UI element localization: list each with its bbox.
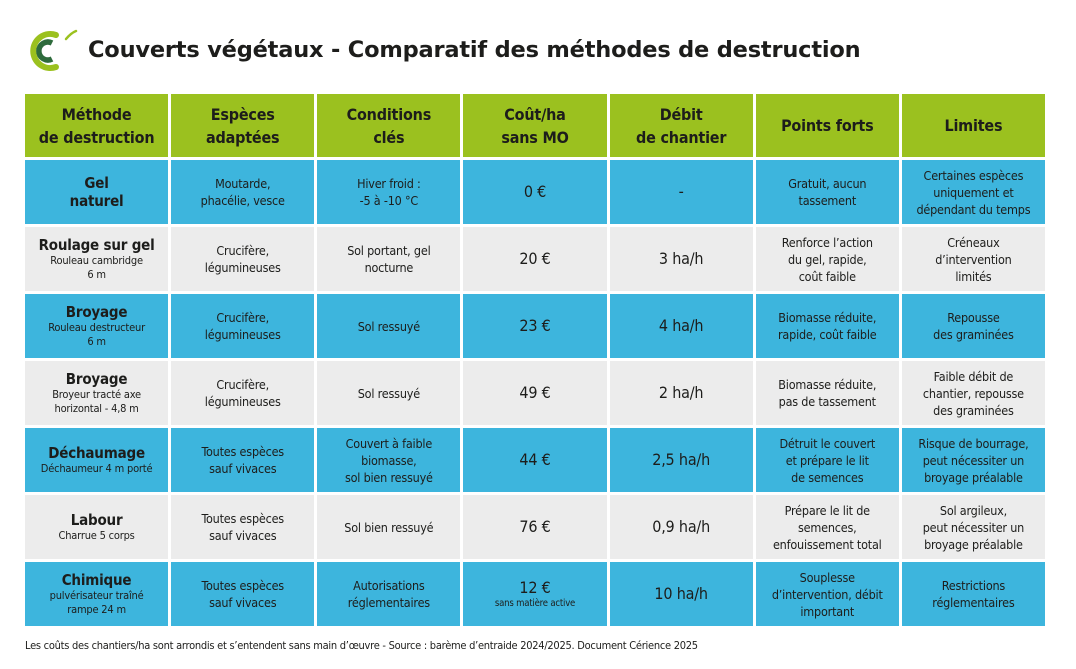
column-header-method: Méthode de destruction: [25, 94, 169, 157]
strengths-cell: Renforce l’action du gel, rapide, coût f…: [755, 227, 899, 291]
method-cell: Chimique pulvérisateur traîné rampe 24 m: [25, 562, 169, 626]
method-name: Labour: [70, 511, 123, 529]
limits-cell: Repousse des graminées: [901, 294, 1045, 358]
column-header-species: Espèces adaptées: [171, 94, 315, 157]
conditions-cell: Couvert à faible biomasse, sol bien ress…: [317, 428, 461, 492]
species-cell: Toutes espèces sauf vivaces: [171, 495, 315, 559]
strengths-cell: Biomasse réduite, rapide, coût faible: [755, 294, 899, 358]
cost-value: 0 €: [523, 182, 547, 201]
method-equipment: Broyeur tracté axe horizontal - 4,8 m: [52, 388, 141, 415]
rate-cell: 3 ha/h: [609, 227, 753, 291]
strengths-cell: Gratuit, aucun tassement: [755, 160, 899, 224]
conditions-cell: Sol portant, gel nocturne: [317, 227, 461, 291]
method-name: Déchaumage: [48, 444, 145, 462]
cost-cell: 0 €: [463, 160, 607, 224]
conditions-cell: Sol ressuyé: [317, 294, 461, 358]
conditions-cell: Hiver froid : -5 à -10 °C: [317, 160, 461, 224]
method-name: Chimique: [61, 571, 132, 589]
column-header-rate: Débit de chantier: [609, 94, 753, 157]
method-cell: Labour Charrue 5 corps: [25, 495, 169, 559]
cost-value: 49 €: [519, 383, 551, 402]
cost-value: 44 €: [519, 450, 551, 469]
rate-cell: 0,9 ha/h: [609, 495, 753, 559]
cost-value: 12 €: [519, 578, 551, 597]
limits-cell: Sol argileux, peut nécessiter un broyage…: [901, 495, 1045, 559]
column-header-conditions: Conditions clés: [317, 94, 461, 157]
page-header: Couverts végétaux - Comparatif des métho…: [26, 26, 861, 74]
cost-cell: 12 € sans matière active: [463, 562, 607, 626]
cost-cell: 44 €: [463, 428, 607, 492]
method-name: Broyage: [65, 303, 128, 321]
method-cell: Broyage Broyeur tracté axe horizontal - 4…: [25, 361, 169, 425]
limits-cell: Faible débit de chantier, repousse des g…: [901, 361, 1045, 425]
method-cell: Gel naturel: [25, 160, 169, 224]
species-cell: Crucifère, légumineuses: [171, 227, 315, 291]
column-header-limits: Limites: [901, 94, 1045, 157]
species-cell: Crucifère, légumineuses: [171, 361, 315, 425]
method-name: Roulage sur gel: [38, 236, 155, 254]
rate-cell: 2,5 ha/h: [609, 428, 753, 492]
conditions-cell: Autorisations réglementaires: [317, 562, 461, 626]
cost-value: 23 €: [519, 316, 551, 335]
strengths-cell: Détruit le couvert et prépare le lit de …: [755, 428, 899, 492]
method-cell: Déchaumage Déchaumeur 4 m porté: [25, 428, 169, 492]
page-title: Couverts végétaux - Comparatif des métho…: [88, 37, 861, 63]
cost-cell: 20 €: [463, 227, 607, 291]
conditions-cell: Sol ressuyé: [317, 361, 461, 425]
method-equipment: Déchaumeur 4 m porté: [40, 462, 153, 475]
cost-cell: 49 €: [463, 361, 607, 425]
limits-cell: Risque de bourrage, peut nécessiter un b…: [901, 428, 1045, 492]
rate-cell: -: [609, 160, 753, 224]
footnote: Les coûts des chantiers/ha sont arrondis…: [25, 639, 698, 652]
cerience-logo-icon: [26, 27, 78, 73]
method-equipment: pulvérisateur traîné rampe 24 m: [49, 589, 144, 616]
comparison-table: Méthode de destruction Espèces adaptées …: [25, 94, 1045, 626]
rate-cell: 10 ha/h: [609, 562, 753, 626]
method-equipment: Rouleau cambridge 6 m: [50, 254, 143, 281]
method-equipment: Rouleau destructeur 6 m: [48, 321, 145, 348]
species-cell: Moutarde, phacélie, vesce: [171, 160, 315, 224]
method-cell: Roulage sur gel Rouleau cambridge 6 m: [25, 227, 169, 291]
method-equipment: Charrue 5 corps: [58, 529, 135, 542]
strengths-cell: Prépare le lit de semences, enfouissemen…: [755, 495, 899, 559]
strengths-cell: Biomasse réduite, pas de tassement: [755, 361, 899, 425]
cost-cell: 23 €: [463, 294, 607, 358]
conditions-cell: Sol bien ressuyé: [317, 495, 461, 559]
strengths-cell: Souplesse d’intervention, débit importan…: [755, 562, 899, 626]
column-header-cost: Coût/ha sans MO: [463, 94, 607, 157]
method-name: Broyage: [65, 370, 128, 388]
cost-value: 20 €: [519, 249, 551, 268]
cost-value: 76 €: [519, 517, 551, 536]
species-cell: Toutes espèces sauf vivaces: [171, 562, 315, 626]
limits-cell: Créneaux d’intervention limités: [901, 227, 1045, 291]
species-cell: Crucifère, légumineuses: [171, 294, 315, 358]
cost-note: sans matière active: [494, 598, 576, 609]
rate-cell: 2 ha/h: [609, 361, 753, 425]
cost-cell: 76 €: [463, 495, 607, 559]
method-name: Gel naturel: [69, 174, 124, 210]
species-cell: Toutes espèces sauf vivaces: [171, 428, 315, 492]
method-cell: Broyage Rouleau destructeur 6 m: [25, 294, 169, 358]
limits-cell: Certaines espèces uniquement et dépendan…: [901, 160, 1045, 224]
rate-cell: 4 ha/h: [609, 294, 753, 358]
column-header-strengths: Points forts: [755, 94, 899, 157]
limits-cell: Restrictions réglementaires: [901, 562, 1045, 626]
